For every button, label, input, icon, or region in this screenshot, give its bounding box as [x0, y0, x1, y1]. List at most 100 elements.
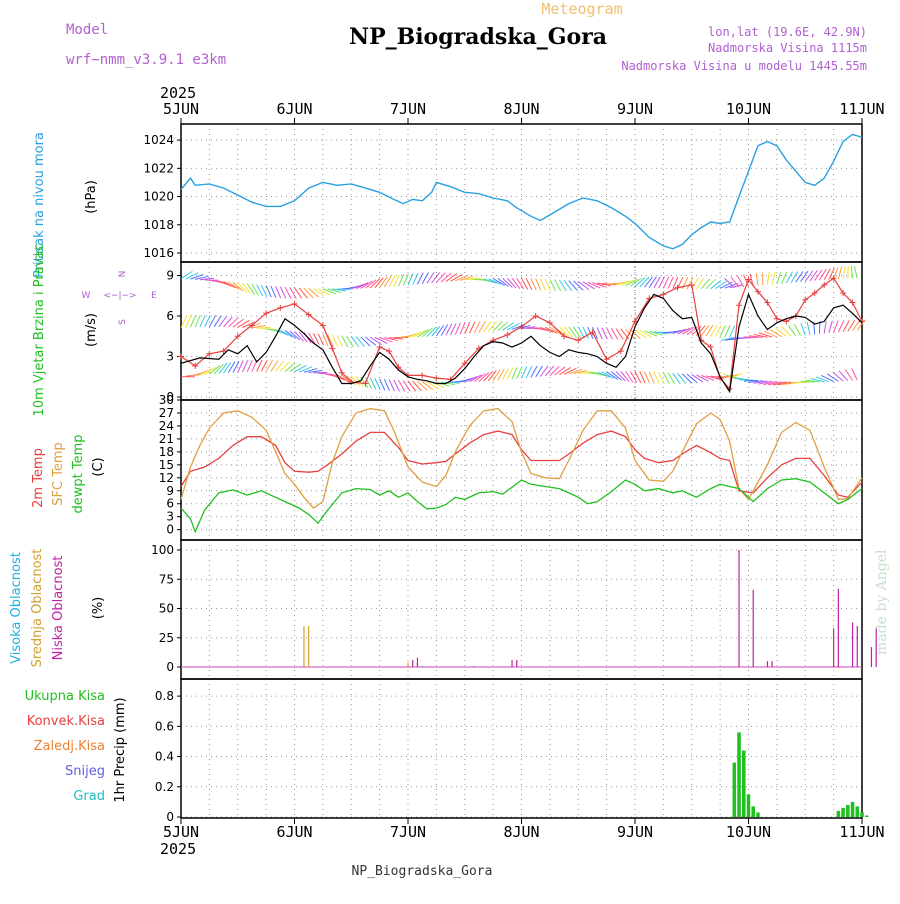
x-tick-label: 7JUN [390, 823, 426, 841]
precip-bar [742, 751, 746, 817]
svg-text:(%): (%) [91, 597, 106, 620]
wind-barb [854, 266, 857, 278]
svg-text:<−|−>: <−|−> [103, 291, 136, 301]
wind-barb [493, 322, 502, 331]
wind-barb [365, 337, 375, 345]
model-label: Model [66, 22, 108, 38]
svg-text:Konvek.Kisa: Konvek.Kisa [27, 714, 105, 729]
wind-barb [838, 321, 843, 333]
wind-axis-title: 10m Vjetar Brzina i Pravac (m/s) [32, 244, 99, 417]
wind-barb [186, 316, 191, 328]
y-tick-label: 100 [151, 543, 174, 557]
wind-barb [794, 324, 800, 335]
y-tick-label: 12 [159, 471, 174, 485]
footer-station: NP_Biogradska_Gora [352, 864, 493, 879]
meteogram-label: Meteogram [541, 0, 622, 18]
wind-barb [403, 274, 408, 286]
wind-barb [644, 277, 652, 287]
precip-bar [756, 812, 760, 817]
y-tick-label: 15 [159, 458, 174, 472]
wind-barb [815, 270, 822, 281]
wind-barb [469, 322, 474, 334]
wind-barb [384, 379, 389, 391]
year-bottom: 2025 [160, 840, 196, 858]
wind-barb [782, 272, 787, 284]
y-tick-label: 0 [166, 660, 174, 674]
wind-barb [851, 266, 852, 279]
wind-barb [389, 379, 394, 391]
wind-barb [824, 321, 826, 333]
wind-barb [801, 323, 805, 335]
temp-2m-line [181, 431, 862, 497]
wind-barb [522, 367, 527, 379]
y-tick-label: 0.6 [155, 719, 174, 733]
y-tick-label: 0 [166, 810, 174, 824]
wind-barb [422, 382, 433, 390]
gust-marker [329, 345, 335, 351]
x-tick-label: 10JUN [726, 100, 771, 118]
wind-barb [569, 327, 577, 338]
temp-axis-title: 2m Temp SFC Temp dewpt Temp (C) [31, 434, 106, 513]
wind-barb [195, 315, 200, 327]
y-tick-label: 0 [166, 523, 174, 537]
wind-barb [531, 278, 536, 290]
svg-text:2m Temp: 2m Temp [31, 448, 46, 508]
wind-barb [257, 327, 271, 328]
svg-text:dewpt Temp: dewpt Temp [71, 434, 86, 513]
precip-bar [841, 808, 845, 817]
y-tick-label: 3 [166, 350, 174, 364]
wind-barb [271, 286, 276, 298]
wind-barb [299, 367, 312, 372]
lonlat-text: lon,lat (19.6E, 42.9N) [708, 25, 867, 39]
y-tick-label: 1016 [143, 246, 174, 260]
x-tick-label: 6JUN [276, 100, 312, 118]
pressure-line [181, 135, 862, 249]
precip-bar [837, 811, 841, 817]
wind-barb [276, 286, 281, 298]
precip-bar [751, 806, 755, 817]
wind-barb [498, 322, 508, 331]
wind-barb [181, 271, 192, 278]
x-tick-label: 5JUN [163, 100, 199, 118]
x-tick-label: 10JUN [726, 823, 771, 841]
x-tick-label: 9JUN [617, 100, 653, 118]
wind-barb [290, 364, 301, 372]
wind-barb [200, 315, 205, 327]
wind-barbs [181, 266, 865, 392]
wind-barb [654, 372, 659, 384]
wind-barb [455, 323, 460, 335]
wind-barb [200, 278, 214, 279]
precip-bar [851, 802, 855, 817]
wind-barb [380, 379, 385, 391]
wind-barb [361, 337, 370, 346]
svg-text:(C): (C) [91, 457, 106, 476]
y-tick-label: 1022 [143, 161, 174, 175]
precip-bar [733, 763, 737, 817]
svg-text:Srednja Oblacnost: Srednja Oblacnost [30, 549, 45, 668]
x-tick-label: 9JUN [617, 823, 653, 841]
wind-barb [512, 278, 520, 288]
svg-text:Snijeg: Snijeg [65, 764, 105, 779]
wind-barb [852, 368, 858, 380]
wind-barb [205, 315, 211, 327]
precip-bar [865, 815, 869, 817]
y-tick-label: 1024 [143, 133, 174, 147]
wind-barb [233, 319, 244, 327]
wind-barb [540, 279, 545, 291]
x-tick-label: 11JUN [839, 100, 884, 118]
cloud-axis-title: Visoka Oblacnost Srednja Oblacnost Niska… [9, 549, 106, 668]
wind-barb [247, 360, 252, 372]
precip-panel: 00.20.40.60.8 [155, 679, 900, 824]
svg-text:Grad: Grad [73, 789, 105, 804]
y-tick-label: 18 [159, 445, 174, 459]
y-tick-label: 6 [166, 309, 174, 323]
y-tick-label: 24 [159, 419, 174, 433]
x-tick-label: 6JUN [276, 823, 312, 841]
gust-marker [774, 316, 780, 322]
station-title: NP_Biogradska_Gora [349, 24, 607, 50]
model-elevation-text: Nadmorska Visina u modelu 1445.55m [621, 59, 867, 73]
gust-marker [736, 302, 742, 308]
wind-barb [337, 335, 343, 347]
